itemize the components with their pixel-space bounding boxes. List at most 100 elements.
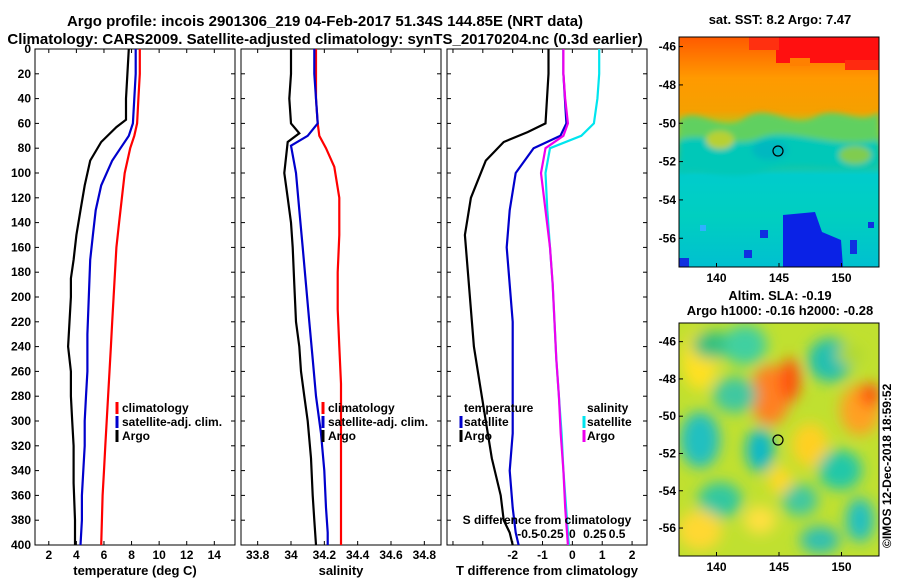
series-line-satellite-adj-clim- — [289, 49, 329, 545]
x-tick-label: 34 — [284, 548, 298, 562]
y-tick-label: 320 — [11, 439, 31, 453]
y-tick-label: 220 — [11, 315, 31, 329]
map-y-tick-label: -50 — [659, 116, 677, 130]
x-tick-label: 10 — [152, 548, 166, 562]
y-tick-label: 240 — [11, 340, 31, 354]
map-x-tick-label: 140 — [706, 560, 726, 574]
y-tick-label: 0 — [24, 42, 31, 56]
x-tick-label: -2 — [507, 548, 518, 562]
map-y-tick-label: -54 — [659, 193, 677, 207]
legend-label: Argo — [587, 429, 615, 443]
s-axis-tick-label: -0.25 — [536, 527, 564, 541]
map-y-tick-label: -52 — [659, 155, 677, 169]
map-y-tick-label: -48 — [659, 78, 677, 92]
sst-map-image — [679, 37, 879, 267]
series-line-climatology — [314, 49, 343, 545]
y-tick-label: 400 — [11, 538, 31, 552]
y-tick-label: 180 — [11, 265, 31, 279]
x-tick-label: 0 — [569, 548, 576, 562]
map-x-tick-label: 150 — [831, 560, 851, 574]
map-y-tick-label: -50 — [659, 409, 677, 423]
x-tick-label: 8 — [128, 548, 135, 562]
y-tick-label: 120 — [11, 191, 31, 205]
title-line-1: Argo profile: incois 2901306_219 04-Feb-… — [67, 13, 583, 30]
legend-label: salinity — [587, 401, 629, 415]
title-line-2: Climatology: CARS2009. Satellite-adjuste… — [7, 31, 642, 48]
sst-map-axes: 140 145 150 -46 -48 -50 -52 -54 -56 — [659, 40, 852, 285]
sst-map-title: sat. SST: 8.2 Argo: 7.47 — [709, 12, 852, 27]
s-axis-tick-label: 0.25 — [583, 527, 607, 541]
series-line-t-argo — [463, 49, 550, 545]
y-tick-label: 20 — [18, 67, 32, 81]
y-tick-label: 280 — [11, 389, 31, 403]
y-tick-label: 260 — [11, 364, 31, 378]
legend-label: Argo — [122, 429, 150, 443]
map-y-tick-label: -56 — [659, 231, 677, 245]
x-tick-label: 6 — [101, 548, 108, 562]
y-tick-label: 140 — [11, 216, 31, 230]
plot-frame — [34, 48, 236, 546]
map-x-tick-label: 140 — [706, 271, 726, 285]
map-x-tick-label: 145 — [769, 560, 789, 574]
map-x-tick-label: 145 — [769, 271, 789, 285]
salinity-panel: 33.8 34 34.2 34.4 34.6 34.8 salinity climatolog… — [240, 48, 442, 578]
map-x-tick-label: 150 — [831, 271, 851, 285]
sla-map-image — [679, 323, 879, 556]
legend-label: satellite-adj. clim. — [328, 415, 428, 429]
x-tick-label: 1 — [599, 548, 606, 562]
series-line-climatology — [100, 49, 141, 545]
y-tick-label: 380 — [11, 513, 31, 527]
map-y-tick-label: -54 — [659, 484, 677, 498]
series-line-argo — [283, 49, 318, 545]
y-tick-label: 60 — [18, 116, 32, 130]
x-tick-label: -1 — [537, 548, 548, 562]
y-tick-label: 360 — [11, 488, 31, 502]
imos-credit: ©IMOS 12-Dec-2018 18:59:52 — [880, 383, 894, 548]
y-tick-label: 340 — [11, 464, 31, 478]
map-y-tick-label: -46 — [659, 335, 677, 349]
x-tick-label: 34.2 — [313, 548, 337, 562]
y-tick-label: 300 — [11, 414, 31, 428]
x-tick-label: 34.4 — [346, 548, 370, 562]
map-y-tick-label: -56 — [659, 521, 677, 535]
s-axis-tick-label: 0 — [569, 527, 576, 541]
legend-label: climatology — [122, 401, 189, 415]
plot-frame — [446, 48, 648, 546]
y-tick-label: 40 — [18, 92, 32, 106]
x-tick-label: 2 — [629, 548, 636, 562]
legend-label: climatology — [328, 401, 395, 415]
x-axis-label: T difference from climatology — [456, 563, 639, 578]
legend-label: temperature — [464, 401, 534, 415]
y-tick-label: 200 — [11, 290, 31, 304]
x-tick-label: 12 — [180, 548, 194, 562]
x-tick-label: 34.8 — [413, 548, 437, 562]
x-tick-label: 2 — [45, 548, 52, 562]
legend-label: Argo — [328, 429, 356, 443]
sla-map-subtitle: Argo h1000: -0.16 h2000: -0.28 — [687, 303, 873, 318]
x-tick-label: 4 — [73, 548, 80, 562]
x-tick-label: 14 — [208, 548, 222, 562]
temperature-panel: 0 20 40 60 80 100 120 140 160 180 200 220 240 260 280 3… — [11, 42, 236, 578]
sla-map-title: Altim. SLA: -0.19 — [728, 288, 831, 303]
sla-map-axes: 140 145 150 -46 -48 -50 -52 -54 -56 — [659, 335, 852, 574]
y-tick-label: 160 — [11, 240, 31, 254]
map-y-tick-label: -48 — [659, 372, 677, 386]
series-line-satellite-adj-clim- — [79, 49, 137, 545]
x-axis-label: temperature (deg C) — [73, 563, 197, 578]
legend-label: Argo — [464, 429, 492, 443]
x-tick-label: 33.8 — [246, 548, 270, 562]
y-tick-label: 100 — [11, 166, 31, 180]
legend-label: satellite-adj. clim. — [122, 415, 222, 429]
map-y-tick-label: -52 — [659, 446, 677, 460]
x-axis-label: salinity — [319, 563, 365, 578]
s-axis-tick-label: 0.5 — [609, 527, 626, 541]
difference-panel: -2 -1 0 1 2T difference from climatology temp… — [446, 48, 648, 578]
map-y-tick-label: -46 — [659, 40, 677, 54]
series-line-s-argo — [539, 49, 570, 545]
y-tick-label: 80 — [18, 141, 32, 155]
series-line-argo — [66, 49, 130, 545]
sst-argo-marker — [772, 145, 784, 157]
sla-argo-marker — [772, 434, 784, 446]
x-tick-label: 34.6 — [379, 548, 403, 562]
